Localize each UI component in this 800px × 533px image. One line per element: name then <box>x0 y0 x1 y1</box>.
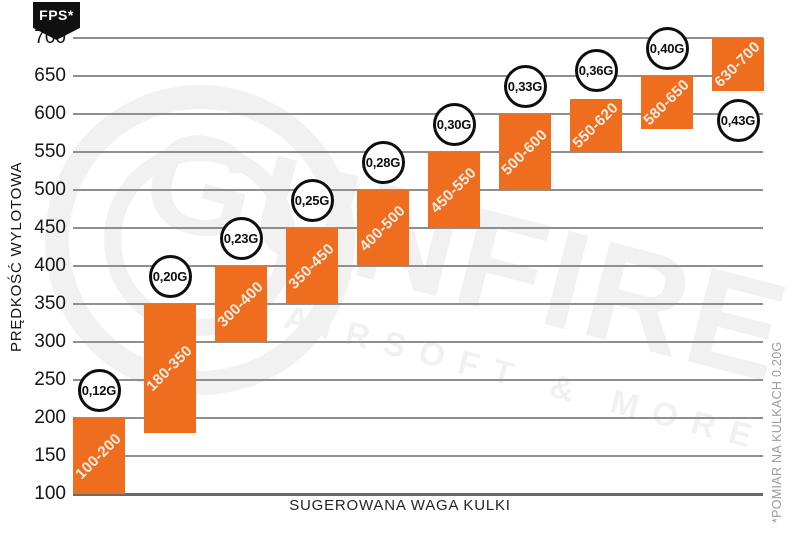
range-bar: 180-350 <box>143 304 197 434</box>
grid-line <box>73 379 763 381</box>
bb-weight-circle: 0,28G <box>361 140 405 184</box>
y-tick-label: 600 <box>34 103 66 124</box>
y-tick-label: 550 <box>34 141 66 162</box>
grid-line <box>73 227 763 229</box>
grid-line <box>73 75 763 77</box>
bb-weight-circle: 0,25G <box>290 178 334 222</box>
y-tick-label: 150 <box>34 445 66 466</box>
y-tick-label: 100 <box>34 483 66 504</box>
range-bar: 350-450 <box>286 228 338 304</box>
range-bar: 400-500 <box>357 190 409 266</box>
grid-line <box>73 151 763 153</box>
grid-line <box>73 455 763 457</box>
bar-range-label: 300-400 <box>214 277 268 331</box>
range-bar: 630-700 <box>711 38 765 92</box>
bb-weight-circle: 0,33G <box>503 64 547 108</box>
bar-range-label: 350-450 <box>285 239 339 293</box>
range-bar: 100-200 <box>73 418 125 494</box>
bar-range-label: 400-500 <box>356 201 410 255</box>
y-tick-label: 650 <box>34 65 66 86</box>
grid-line <box>73 417 763 419</box>
range-bar: 580-650 <box>640 76 694 130</box>
grid-line <box>73 113 763 115</box>
bb-weight-circle: 0,23G <box>219 216 263 260</box>
bb-weight-circle: 0,43G <box>716 98 760 142</box>
bar-range-label: 100-200 <box>72 429 126 483</box>
grid-line <box>73 189 763 191</box>
bb-weight-circle: 0,30G <box>432 102 476 146</box>
range-bar: 550-620 <box>569 98 623 152</box>
y-axis-title: PRĘDKOŚĆ WYLOTOWA <box>8 161 25 352</box>
bb-weight-circle: 0,20G <box>148 254 192 298</box>
grid-line <box>73 37 763 39</box>
bar-range-label: 180-350 <box>143 342 197 395</box>
measurement-footnote: *POMIAR NA KULKACH 0.20G <box>770 341 784 523</box>
grid-line <box>73 265 763 267</box>
bb-weight-circle: 0,36G <box>574 49 618 93</box>
range-bar: 450-550 <box>428 152 480 228</box>
bar-range-label: 550-620 <box>569 99 623 152</box>
grid-line <box>73 303 763 305</box>
bar-range-label: 580-650 <box>640 76 694 129</box>
bar-range-label: 500-600 <box>498 125 552 179</box>
y-tick-label: 250 <box>34 369 66 390</box>
range-bar: 500-600 <box>499 114 551 190</box>
bb-weight-circle: 0,40G <box>645 26 689 70</box>
bar-range-label: 450-550 <box>427 163 481 217</box>
x-axis-title: SUGEROWANA WAGA KULKI <box>289 497 511 514</box>
bb-weight-circle: 0,12G <box>77 368 121 412</box>
range-bar: 300-400 <box>215 266 267 342</box>
bar-range-label: 630-700 <box>711 38 765 91</box>
y-tick-label: 200 <box>34 407 66 428</box>
grid-line <box>73 341 763 343</box>
watermark-ring-inner-icon <box>104 144 296 336</box>
x-axis-line <box>73 493 763 496</box>
